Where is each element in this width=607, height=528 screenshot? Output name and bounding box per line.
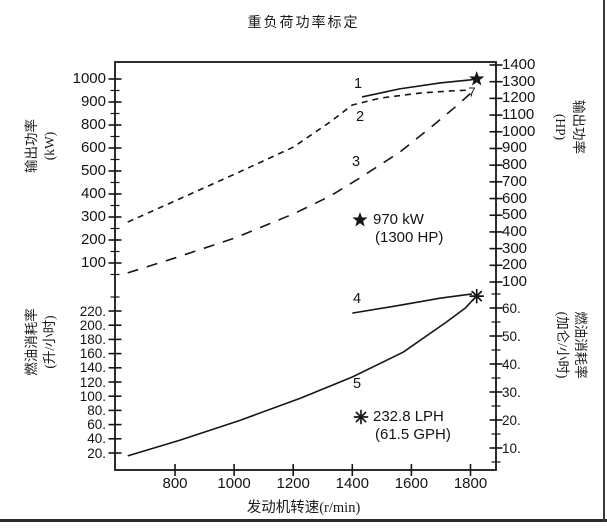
hp-tick-label: 500 — [502, 206, 528, 224]
gph-tick-label: 60. — [502, 300, 521, 316]
gph-tick-label: 50. — [502, 328, 521, 344]
curve2-arrowhead: 7 — [468, 84, 476, 100]
axis-title-unit: (加仑/小时) — [555, 311, 570, 379]
hp-tick-label: 1300 — [502, 72, 536, 90]
hp-tick-label: 100 — [502, 272, 528, 290]
lph-tick-label: 20. — [87, 445, 106, 461]
kw-tick-label: 300 — [80, 208, 106, 225]
hp-tick-label: 200 — [502, 256, 528, 274]
curve-label-5: 5 — [352, 376, 362, 392]
hp-tick-label: 800 — [502, 156, 528, 174]
lph-tick-label: 220. — [79, 303, 106, 319]
lph-tick-label: 140. — [79, 360, 106, 376]
curve-1 — [361, 78, 477, 98]
x-tick-label: 1800 — [453, 475, 488, 492]
upper-right-axis-title: 输出功率 (HP) — [551, 100, 587, 154]
lower-left-axis-title: 燃油消耗率 (升/小时) — [23, 308, 59, 376]
axis-title-unit: (HP) — [553, 113, 568, 141]
hp-tick-label: 400 — [502, 222, 528, 240]
curve-2 — [127, 89, 471, 223]
lower-right-axis-title: 燃油消耗率 (加仑/小时) — [553, 311, 589, 379]
x-tick-label: 1200 — [276, 475, 310, 492]
x-tick-label: 1600 — [394, 475, 429, 492]
hp-tick-label: 1100 — [502, 106, 535, 124]
axis-title-unit: (升/小时) — [42, 315, 57, 369]
kw-tick-label: 400 — [80, 185, 106, 202]
hp-tick-label: 300 — [502, 239, 528, 257]
hp-tick-label: 900 — [502, 139, 528, 157]
hp-tick-label: 1400 — [502, 56, 536, 73]
curve-4 — [352, 293, 473, 314]
power-legend-value: 970 kW — [373, 211, 424, 228]
fuel-rate-asterisk-marker — [469, 288, 485, 304]
lph-tick-label: 160. — [79, 346, 106, 362]
x-axis-title: 发动机转速(r/min) — [246, 500, 361, 516]
fuel-legend-value: 232.8 LPH — [373, 408, 444, 425]
x-tick-label: 800 — [162, 475, 188, 492]
kw-tick-label: 100 — [80, 254, 106, 271]
kw-tick-label: 1000 — [72, 70, 106, 87]
power-legend-alt: (1300 HP) — [375, 229, 444, 246]
curve-label-3: 3 — [351, 154, 361, 170]
hp-tick-label: 1200 — [502, 89, 536, 107]
gph-tick-label: 40. — [502, 356, 521, 372]
axis-title-text: 输出功率 — [24, 119, 39, 173]
curve-label-2: 2 — [355, 109, 365, 125]
hp-tick-label: 600 — [502, 189, 528, 207]
power-legend: 970 kW (1300 HP) — [373, 211, 443, 247]
gph-tick-label: 10. — [502, 440, 521, 456]
axis-title-unit: (kW) — [42, 131, 57, 161]
hp-tick-label: 700 — [502, 172, 528, 190]
curve-3 — [127, 91, 473, 274]
gph-tick-label: 30. — [502, 384, 521, 400]
x-tick-label: 1000 — [217, 475, 251, 492]
legend-star-icon — [352, 212, 368, 227]
axis-title-text: 输出功率 — [571, 100, 586, 154]
kw-tick-label: 500 — [80, 162, 106, 179]
kw-tick-label: 800 — [80, 116, 106, 133]
legend-asterisk-icon — [353, 409, 369, 425]
lph-tick-label: 60. — [87, 417, 106, 433]
curve-label-4: 4 — [352, 291, 362, 307]
kw-tick-label: 200 — [80, 231, 106, 248]
rated-power-star-marker — [469, 71, 485, 86]
chart-title: 重负荷功率标定 — [247, 16, 360, 31]
fuel-legend: 232.8 LPH (61.5 GPH) — [373, 408, 451, 444]
lph-tick-label: 180. — [79, 331, 106, 347]
gph-tick-label: 20. — [502, 412, 521, 428]
fuel-legend-alt: (61.5 GPH) — [375, 426, 451, 443]
page-bottom-border — [0, 519, 607, 522]
page-right-border — [603, 0, 605, 522]
lph-tick-label: 40. — [87, 431, 106, 447]
kw-tick-label: 900 — [80, 93, 106, 110]
lph-tick-label: 80. — [87, 402, 106, 418]
kw-tick-label: 600 — [80, 139, 106, 156]
curve-5 — [127, 296, 477, 457]
axis-title-text: 燃油消耗率 — [573, 311, 588, 379]
lph-tick-label: 120. — [79, 374, 106, 390]
axis-title-text: 燃油消耗率 — [24, 308, 39, 376]
hp-tick-label: 1000 — [502, 122, 536, 140]
curve-label-1: 1 — [353, 76, 363, 92]
lph-tick-label: 200. — [79, 317, 106, 333]
x-tick-label: 1400 — [335, 475, 369, 492]
lph-tick-label: 100. — [79, 388, 106, 404]
upper-left-axis-title: 输出功率 (kW) — [23, 119, 59, 173]
